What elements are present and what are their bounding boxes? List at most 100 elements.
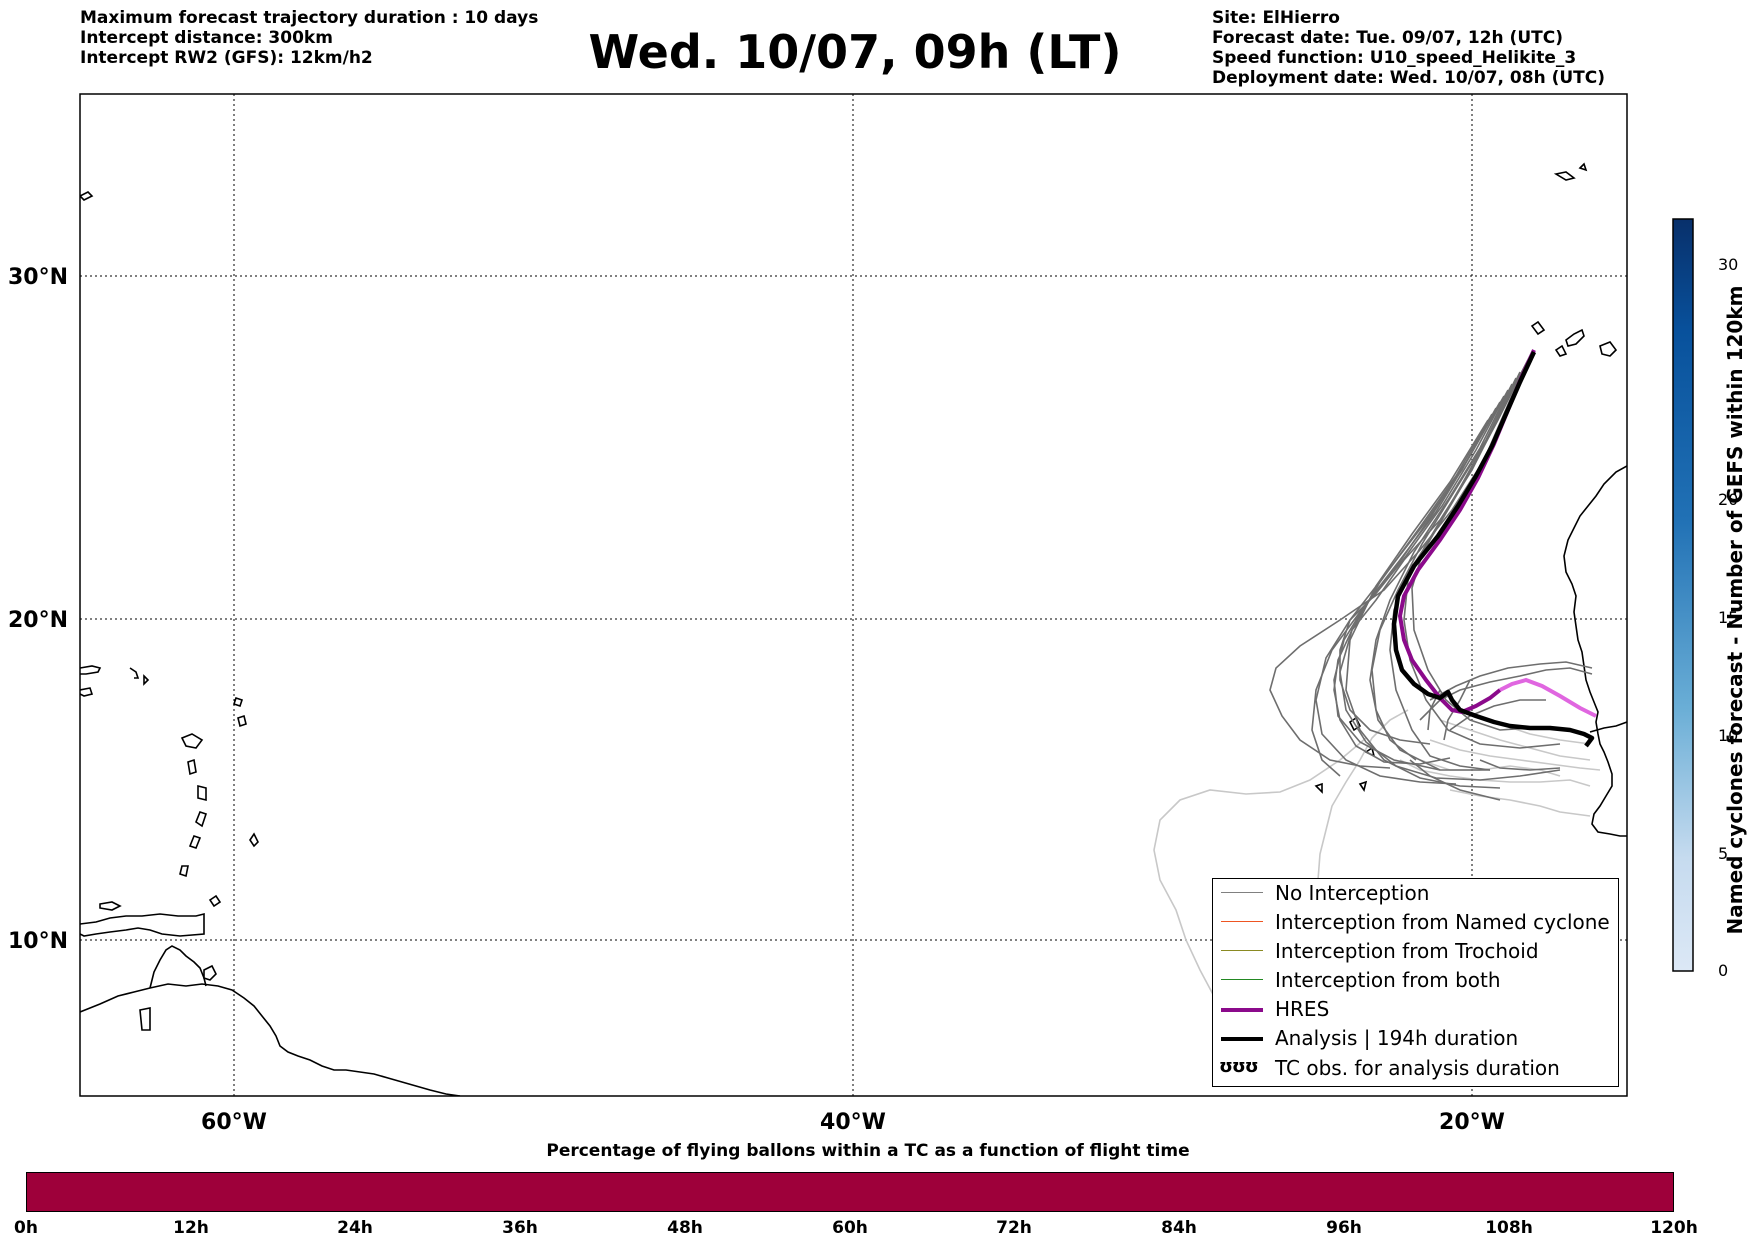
legend-label-tc-obs: TC obs. for analysis duration	[1275, 1056, 1560, 1080]
traj-light-5	[1429, 739, 1601, 771]
legend-swatch-hres	[1221, 1008, 1263, 1012]
traj-dark-11	[1315, 407, 1497, 785]
traj-dark-9	[1333, 395, 1505, 771]
coast-island-9	[197, 784, 207, 802]
coast-west-africa	[1563, 465, 1627, 837]
coast-island-11	[188, 835, 202, 849]
legend-label-hres: HRES	[1275, 997, 1330, 1021]
vertical-colorbar-title: Named cyclones forecast - Number of GEFS…	[1723, 285, 1747, 935]
forecast-date-text: Forecast date: Tue. 09/07, 12h (UTC)	[1212, 28, 1563, 48]
traj-dark-14	[1419, 667, 1593, 721]
legend-item-no-interception: No Interception	[1213, 879, 1618, 908]
hbar-tick-36h: 36h	[502, 1218, 538, 1238]
coast-cape-verde-3	[1314, 782, 1323, 794]
legend-swatch-trochoid	[1221, 950, 1263, 951]
legend-swatch-named-cyclone	[1221, 921, 1263, 922]
analysis-trajectory	[1391, 351, 1595, 748]
traj-dark-15	[1429, 661, 1593, 701]
intercept-distance-text: Intercept distance: 300km	[80, 28, 333, 48]
coast-canary-4	[1554, 344, 1568, 357]
legend-label-no-interception: No Interception	[1275, 881, 1430, 905]
coast-cape-verde-4	[1358, 780, 1368, 792]
coast-island-3	[129, 667, 140, 679]
legend-swatch-no-interception	[1221, 892, 1263, 893]
coast-puerto-rico	[99, 901, 122, 911]
hbar-tick-72h: 72h	[996, 1218, 1032, 1238]
header-right-info: Site: ElHierro Forecast date: Tue. 09/07…	[1212, 8, 1605, 88]
legend-label-analysis: Analysis | 194h duration	[1275, 1026, 1519, 1050]
intercept-rw2-text: Intercept RW2 (GFS): 12km/h2	[80, 48, 373, 68]
coast-island-8	[187, 758, 197, 776]
vcbar-tick-0: 0	[1718, 961, 1729, 980]
page-title: Wed. 10/07, 09h (LT)	[588, 25, 1122, 79]
coast-madeira	[1553, 171, 1576, 181]
hbar-tick-48h: 48h	[667, 1218, 703, 1238]
legend-item-trochoid: Interception from Trochoid	[1213, 937, 1618, 966]
hbar-tick-96h: 96h	[1326, 1218, 1362, 1238]
lat-label-30n: 30°N	[8, 265, 68, 290]
site-text: Site: ElHierro	[1212, 8, 1340, 28]
coast-cape-verde-1	[1348, 716, 1362, 732]
coast-island-12	[179, 865, 189, 878]
coast-island-14	[80, 191, 94, 201]
legend-label-trochoid: Interception from Trochoid	[1275, 939, 1539, 963]
coast-island-1	[80, 665, 102, 675]
lon-label-40w: 40°W	[820, 1110, 886, 1135]
vertical-colorbar	[1672, 218, 1694, 972]
coast-island-4	[143, 674, 150, 686]
legend-item-hres: HRES	[1213, 995, 1618, 1024]
lon-label-20w: 20°W	[1439, 1110, 1505, 1135]
speed-function-text: Speed function: U10_speed_Helikite_3	[1212, 48, 1577, 68]
coast-madeira-2	[1578, 162, 1588, 172]
legend-item-tc-obs: ʊʊʊ TC obs. for analysis duration	[1213, 1054, 1618, 1083]
coast-canary-2	[1565, 328, 1585, 347]
hbar-tick-84h: 84h	[1161, 1218, 1197, 1238]
vertical-colorbar-fill	[1672, 218, 1694, 972]
hbar-tick-120h: 120h	[1650, 1218, 1698, 1238]
traj-dark-6	[1369, 383, 1513, 771]
coast-island-5	[232, 696, 244, 708]
tc-symbol-icon: ʊʊʊ	[1219, 1056, 1259, 1077]
vcbar-tick-30: 30	[1718, 255, 1739, 274]
coast-island-7	[180, 733, 204, 749]
legend-item-both: Interception from both	[1213, 966, 1618, 995]
traj-dark-19	[1479, 759, 1561, 771]
coast-canary-1	[1530, 320, 1546, 336]
hres-trajectory-late	[1499, 677, 1597, 718]
header-left-info: Maximum forecast trajectory duration : 1…	[80, 8, 538, 68]
coast-island-16	[139, 1007, 151, 1031]
hbar-tick-24h: 24h	[337, 1218, 373, 1238]
lon-label-60w: 60°W	[201, 1110, 267, 1135]
max-duration-text: Maximum forecast trajectory duration : 1…	[80, 8, 539, 28]
horizontal-colorbar	[26, 1172, 1674, 1212]
coast-trinidad	[203, 964, 217, 981]
coast-island-13	[249, 832, 259, 848]
legend-label-named-cyclone: Interception from Named cyclone	[1275, 910, 1610, 934]
hbar-tick-0h: 0h	[14, 1218, 38, 1238]
lat-label-10n: 10°N	[8, 929, 68, 954]
traj-dark-20	[1409, 759, 1501, 801]
traj-light-2	[1153, 737, 1367, 1001]
vcbar-tick-10: 10	[1718, 726, 1739, 745]
coast-canary-3	[1599, 341, 1618, 357]
legend-label-both: Interception from both	[1275, 968, 1501, 992]
coast-venezuela-bump	[149, 945, 207, 989]
ensemble-dark-trajectories	[1269, 351, 1593, 801]
deployment-date-text: Deployment date: Wed. 10/07, 08h (UTC)	[1212, 68, 1606, 88]
coast-island-6	[237, 714, 247, 728]
hbar-tick-108h: 108h	[1485, 1218, 1533, 1238]
coast-south-america	[80, 983, 461, 1096]
traj-dark-16	[1449, 699, 1546, 731]
legend-item-named-cyclone: Interception from Named cyclone	[1213, 908, 1618, 937]
traj-dark-12	[1339, 413, 1561, 781]
traj-dark-7	[1411, 355, 1531, 731]
coast-island-2	[80, 687, 94, 697]
hbar-tick-60h: 60h	[832, 1218, 868, 1238]
map-legend: No Interception Interception from Named …	[1212, 878, 1619, 1087]
coast-island-10	[195, 811, 208, 828]
horizontal-colorbar-title: Percentage of flying ballons within a TC…	[546, 1141, 1190, 1161]
legend-swatch-both	[1221, 979, 1263, 980]
traj-light-4	[1419, 759, 1561, 777]
vcbar-tick-20: 20	[1718, 490, 1739, 509]
coastlines	[80, 162, 1627, 1096]
